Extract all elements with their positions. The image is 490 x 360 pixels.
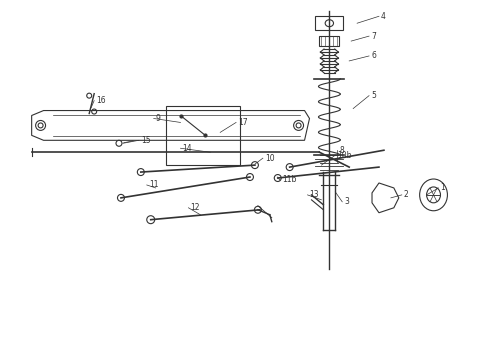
Text: 12: 12 [191,203,200,212]
Text: 17: 17 [238,118,247,127]
Text: 3: 3 [344,197,349,206]
Text: 13: 13 [310,190,319,199]
Text: 9: 9 [156,114,161,123]
Text: 8: 8 [339,146,344,155]
Text: 15: 15 [141,136,150,145]
Bar [316,16,343,30]
Text: 10b: 10b [337,151,352,160]
Text: 7: 7 [371,32,376,41]
Text: 14: 14 [182,144,192,153]
Text: 4: 4 [381,12,386,21]
Text: 11: 11 [149,180,158,189]
Text: 6: 6 [371,51,376,60]
Bar [319,36,339,46]
Text: 1: 1 [441,184,445,193]
Text: 11b: 11b [282,175,296,184]
Text: 10: 10 [265,154,274,163]
Text: 16: 16 [96,96,106,105]
Text: 5: 5 [371,91,376,100]
Text: 2: 2 [404,190,409,199]
